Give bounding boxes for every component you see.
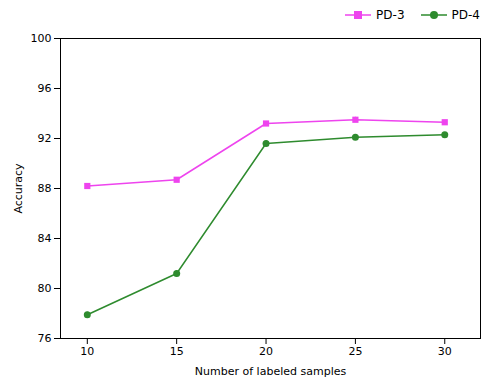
svg-text:25: 25	[348, 345, 362, 358]
svg-text:84: 84	[38, 232, 52, 245]
svg-text:92: 92	[38, 132, 52, 145]
svg-text:20: 20	[259, 345, 273, 358]
svg-text:76: 76	[38, 332, 52, 345]
svg-text:10: 10	[80, 345, 94, 358]
svg-text:Number of labeled samples: Number of labeled samples	[195, 365, 347, 378]
svg-text:30: 30	[438, 345, 452, 358]
html-text:PD-4: PD-4	[451, 8, 480, 22]
svg-text:15: 15	[170, 345, 184, 358]
svg-text:80: 80	[38, 282, 52, 295]
svg-text:88: 88	[38, 182, 52, 195]
svg-text:96: 96	[38, 82, 52, 95]
svg-text:Accuracy: Accuracy	[12, 163, 25, 214]
svg-text:100: 100	[31, 32, 52, 45]
html-text:PD-3: PD-3	[376, 8, 405, 22]
